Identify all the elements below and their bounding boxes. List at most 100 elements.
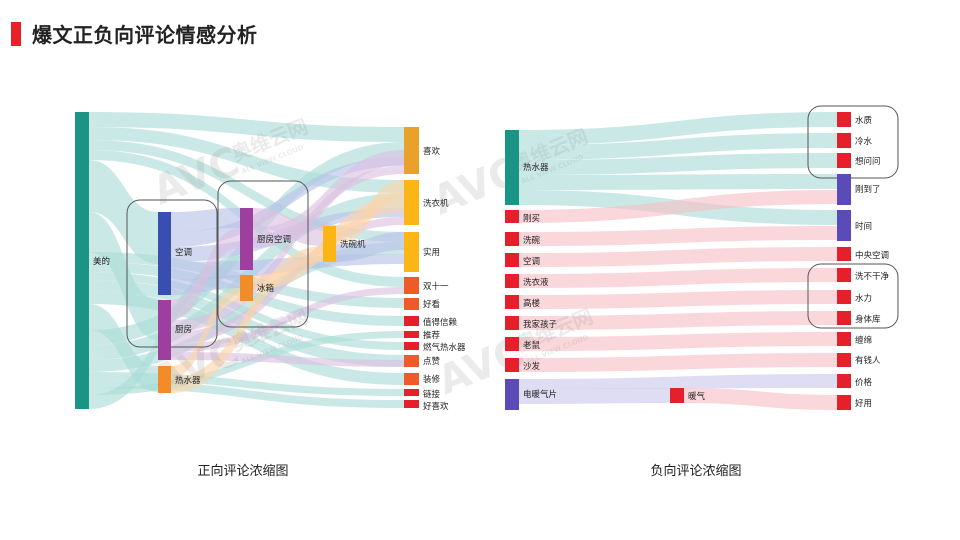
negative-node-label-xiyiye: 洗衣液 [523, 277, 549, 288]
positive-link-xiwanji-shiyong [336, 232, 404, 262]
highlight-boxes [126, 105, 899, 348]
positive-node-tuijian [404, 331, 419, 338]
positive-node-label-zhidexinlai: 值得信赖 [423, 317, 458, 328]
positive-link-chufang-shuangshiyi [171, 287, 404, 352]
negative-link-reshuiqi-shuizhi [519, 112, 837, 145]
negative-caption: 负向评论浓缩图 [650, 464, 742, 479]
negative-node-jiage [837, 374, 851, 388]
positive-node-label-shuangshiyi: 双十一 [423, 281, 449, 292]
negative-node-label-shijian: 时间 [855, 221, 872, 232]
positive-node-meide [75, 112, 89, 409]
negative-node-chanmian [837, 332, 851, 346]
negative-node-label-xibuganjing: 洗不干净 [855, 271, 890, 282]
page-title: 爆文正负向评论情感分析 [32, 23, 258, 47]
positive-link-meide-kongtiao [89, 160, 158, 264]
positive-node-xihuan [404, 127, 419, 174]
positive-node-label-zhuangxiu: 装修 [423, 374, 441, 385]
negative-node-diannuanqipian [505, 379, 519, 410]
positive-link-reshuiqi-bingxiang [171, 288, 240, 378]
negative-node-nuanqi [670, 388, 684, 403]
positive-link-meide-tuijian [89, 331, 404, 395]
negative-node-haoyong [837, 395, 851, 410]
negative-node-xiangwenwen [837, 153, 851, 168]
negative-node-label-shafa: 沙发 [523, 361, 541, 372]
negative-node-label-wojiahaizi: 我家孩子 [523, 319, 558, 330]
negative-node-label-laoshu: 老鼠 [523, 340, 541, 351]
negative-node-label-xiangwenwen: 想问问 [855, 156, 881, 167]
positive-node-chufangkongtiao [240, 208, 253, 270]
positive-node-label-haokan: 好看 [423, 299, 440, 310]
negative-node-label-shuizhi: 水质 [855, 115, 873, 126]
positive-node-haoxihuan [404, 400, 419, 408]
positive-node-label-xiyiji: 洗衣机 [423, 198, 449, 209]
negative-link-laoshu-chanmian [519, 332, 837, 351]
positive-node-label-tuijian: 推荐 [423, 330, 441, 341]
positive-link-meide-xihuan [89, 112, 404, 142]
positive-link-chufang-chufangkongtiao [171, 228, 240, 320]
positive-node-label-meide: 美的 [93, 256, 110, 267]
negative-node-label-diannuanqipian: 电暖气片 [523, 389, 557, 400]
negative-node-xiwan [505, 232, 519, 246]
positive-node-xiyiji [404, 180, 419, 225]
positive-link-meide-shiyong [89, 242, 404, 372]
negative-node-label-gangmai: 刚买 [523, 214, 540, 224]
positive-node-label-shiyong: 实用 [423, 247, 440, 258]
negative-node-wojiahaizi [505, 316, 519, 330]
negative-node-xibuganjing [837, 268, 851, 282]
positive-node-shuangshiyi [404, 277, 419, 294]
negative-node-label-haoyong: 好用 [855, 398, 872, 409]
negative-node-label-kongtiao: 空调 [523, 256, 540, 267]
negative-node-shuizhi [837, 112, 851, 127]
negative-link-nuanqi-haoyong [684, 388, 837, 410]
negative-link-diannuanqipian-jiage [519, 374, 837, 389]
negative-link-wojiahaizi-shentiku [519, 311, 837, 330]
negative-node-label-nuanqi: 暖气 [688, 391, 706, 402]
negative-node-label-chanmian: 缠绵 [855, 335, 872, 346]
positive-link-meide-shiyong [89, 140, 404, 242]
positive-node-label-chufang: 厨房 [175, 324, 192, 335]
negative-link-gangmai-gangdaole [519, 190, 837, 223]
positive-node-label-kongtiao: 空调 [175, 247, 192, 258]
positive-node-label-reshuiqi: 热水器 [175, 375, 201, 386]
positive-node-label-haoxihuan: 好喜欢 [423, 401, 449, 412]
positive-node-ranqireshuiqi [404, 342, 419, 350]
negative-link-diannuanqipian-nuanqi [519, 388, 670, 404]
negative-node-shuili [837, 290, 851, 304]
negative-node-label-lengshui: 冷水 [855, 136, 873, 147]
negative-link-reshuiqi-xiangwenwen [519, 153, 837, 175]
highlight-box-reshuiqi-words [807, 105, 899, 179]
negative-node-zhongyangkongtiao [837, 247, 851, 261]
positive-caption: 正向评论浓缩图 [197, 464, 289, 479]
negative-node-label-shentiku: 身体库 [855, 314, 881, 325]
negative-node-gangmai [505, 210, 519, 223]
negative-node-gaolou [505, 295, 519, 309]
positive-node-label-dianzan: 点赞 [423, 356, 441, 367]
negative-node-label-jiage: 价格 [855, 377, 873, 388]
negative-node-label-reshuiqi: 热水器 [523, 162, 549, 173]
negative-link-reshuiqi-gangdaole [519, 174, 837, 190]
negative-links [519, 112, 837, 410]
negative-node-shijian [837, 210, 851, 241]
positive-node-label-xihuan: 喜欢 [423, 146, 441, 157]
title-accent-bar [11, 22, 21, 46]
negative-node-kongtiao [505, 253, 519, 267]
positive-link-kongtiao-bingxiang [171, 275, 240, 295]
positive-node-dianzan [404, 355, 419, 367]
positive-node-label-bingxiang: 冰箱 [257, 283, 275, 294]
negative-node-label-gangdaole: 刚到了 [855, 185, 881, 195]
negative-node-xiyiye [505, 274, 519, 288]
positive-node-chufang [158, 300, 171, 360]
negative-node-lengshui [837, 133, 851, 148]
negative-node-label-gaolou: 高楼 [523, 298, 541, 309]
negative-node-shentiku [837, 311, 851, 325]
negative-link-xiyiye-xibuganjing [519, 268, 837, 288]
negative-node-gangdaole [837, 174, 851, 205]
negative-link-xiwan-shijian [519, 226, 837, 246]
negative-node-youqianren [837, 353, 851, 367]
negative-node-label-youqianren: 有钱人 [855, 355, 881, 366]
positive-node-xiwanji [323, 226, 336, 262]
positive-node-label-xiwanji: 洗碗机 [340, 239, 366, 250]
